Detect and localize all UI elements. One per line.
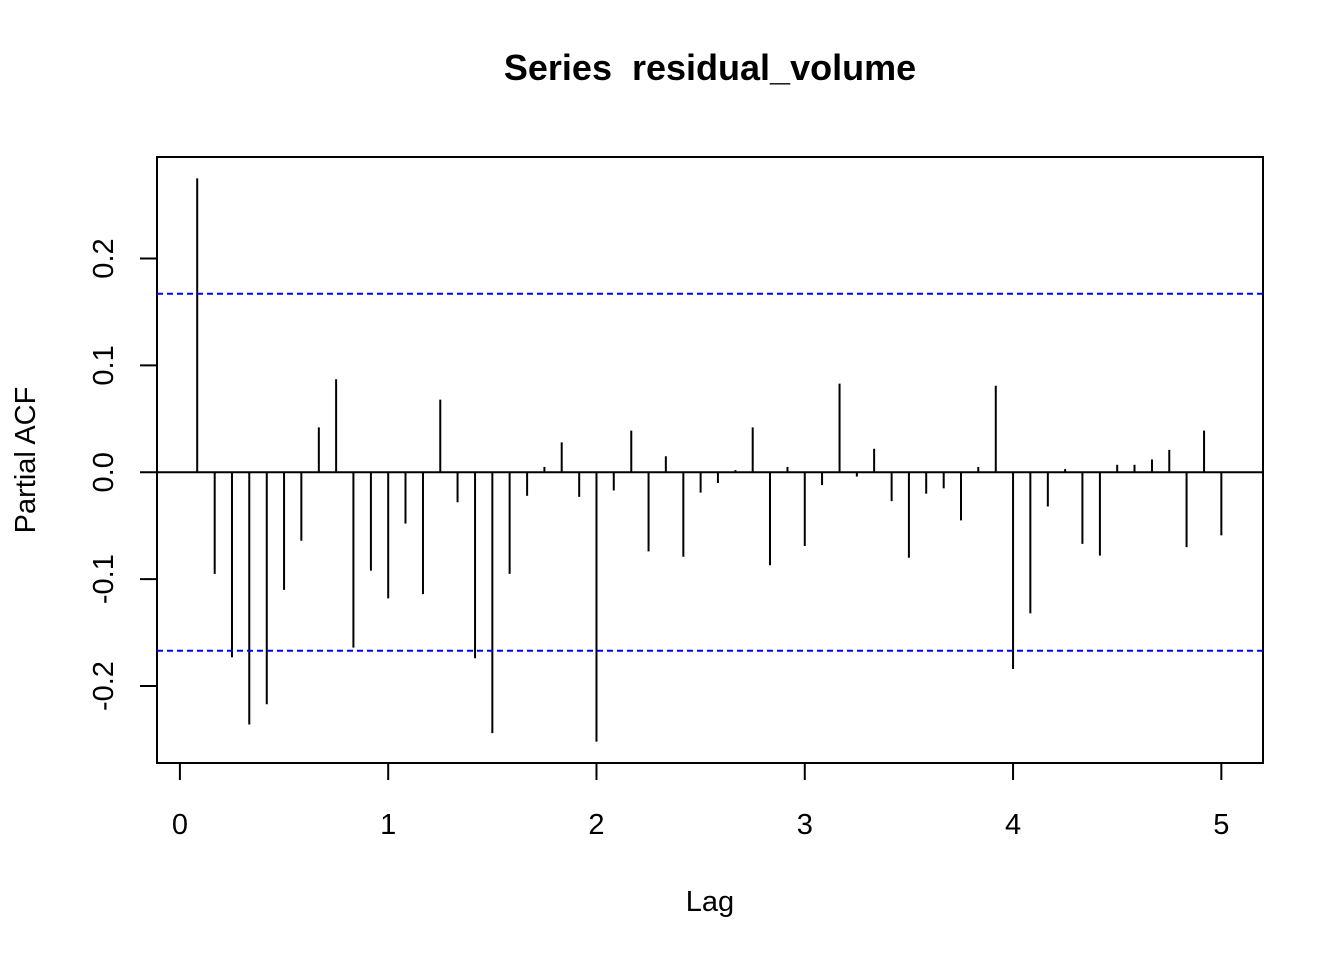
y-tick-label: 0.2 <box>88 238 120 278</box>
x-tick-label: 3 <box>797 809 813 841</box>
x-tick-label: 1 <box>380 809 396 841</box>
x-axis-label: Lag <box>686 886 734 918</box>
y-tick-label: -0.1 <box>88 554 120 604</box>
plot-frame <box>156 156 1264 764</box>
bars-group <box>157 178 1263 742</box>
x-tick-label: 0 <box>172 809 188 841</box>
y-tick-label: 0.1 <box>88 345 120 385</box>
y-tick-label: 0.0 <box>88 452 120 492</box>
x-tick-label: 4 <box>1005 809 1021 841</box>
x-tick-label: 5 <box>1213 809 1229 841</box>
y-tick-label: -0.2 <box>88 661 120 711</box>
chart-title: Series residual_volume <box>504 47 916 88</box>
x-axis: 0 1 2 3 4 5 <box>172 762 1229 841</box>
y-axis-label: Partial ACF <box>10 387 42 534</box>
x-tick-label: 2 <box>588 809 604 841</box>
y-axis: -0.2 -0.1 0.0 0.1 0.2 <box>88 238 158 711</box>
